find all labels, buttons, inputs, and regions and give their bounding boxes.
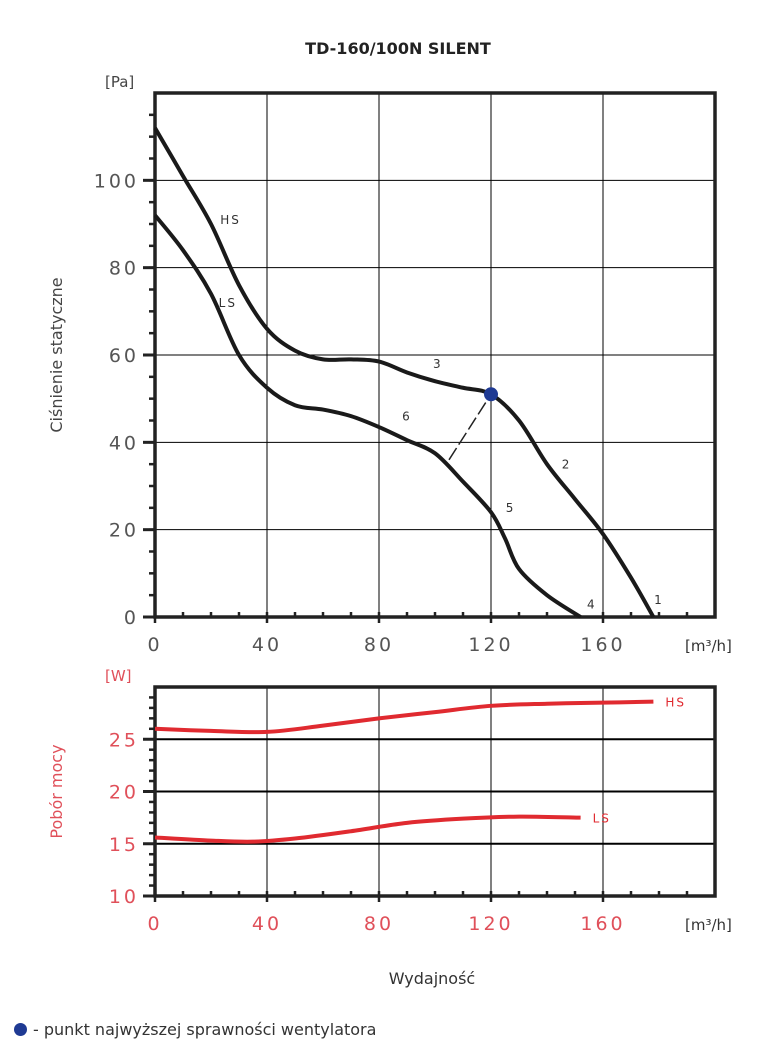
curve-annotation: LS bbox=[219, 296, 237, 310]
curve-annotation: 5 bbox=[506, 501, 516, 515]
x-tick-label: 80 bbox=[364, 634, 394, 656]
x-tick-label: 40 bbox=[252, 913, 282, 935]
curve-annotation: 6 bbox=[402, 410, 412, 424]
series-line-hs bbox=[153, 126, 656, 618]
curve-annotation: 2 bbox=[562, 458, 572, 472]
series-line-ls bbox=[154, 814, 581, 844]
x-tick-label: 160 bbox=[580, 634, 625, 656]
dashed-connector bbox=[448, 393, 492, 461]
y-axis-label: Pobór mocy bbox=[47, 744, 66, 838]
chart-title: TD-160/100N SILENT bbox=[305, 39, 491, 58]
max-efficiency-point bbox=[484, 387, 498, 402]
x-tick-label: 120 bbox=[468, 634, 513, 656]
series-line-ls bbox=[153, 214, 582, 619]
x-tick-label: 80 bbox=[364, 913, 394, 935]
x-axis-label: Wydajność bbox=[389, 969, 475, 988]
y-tick-label: 40 bbox=[109, 432, 139, 454]
x-unit-label: [m³/h] bbox=[685, 916, 732, 934]
y-tick-label: 15 bbox=[109, 834, 139, 856]
y-tick-label: 0 bbox=[124, 607, 139, 629]
curve-annotation: 1 bbox=[654, 593, 664, 607]
y-tick-label: 20 bbox=[109, 782, 139, 804]
legend-text: - punkt najwyższej sprawności wentylator… bbox=[33, 1020, 377, 1039]
x-tick-label: 160 bbox=[580, 913, 625, 935]
curve-annotation: 4 bbox=[587, 597, 597, 611]
y-tick-label: 100 bbox=[94, 170, 139, 192]
x-tick-label: 120 bbox=[468, 913, 513, 935]
x-tick-label: 0 bbox=[147, 913, 162, 935]
x-tick-label: 40 bbox=[252, 634, 282, 656]
y-tick-label: 25 bbox=[109, 729, 139, 751]
max-efficiency-marker-icon bbox=[14, 1023, 27, 1036]
y-tick-label: 60 bbox=[109, 345, 139, 367]
y-unit-label: [W] bbox=[105, 667, 132, 685]
series-label: LS bbox=[593, 812, 611, 826]
curve-annotation: HS bbox=[220, 213, 241, 227]
y-tick-label: 20 bbox=[109, 520, 139, 542]
legend: - punkt najwyższej sprawności wentylator… bbox=[14, 1020, 376, 1039]
series-label: HS bbox=[665, 696, 686, 710]
x-tick-label: 0 bbox=[147, 634, 162, 656]
y-tick-label: 80 bbox=[109, 258, 139, 280]
curve-annotation: 3 bbox=[433, 357, 443, 371]
x-unit-label: [m³/h] bbox=[685, 637, 732, 655]
y-unit-label: [Pa] bbox=[105, 73, 134, 91]
y-tick-label: 10 bbox=[109, 886, 139, 908]
y-axis-label: Ciśnienie statyczne bbox=[47, 277, 66, 432]
series-line-hs bbox=[154, 699, 654, 735]
